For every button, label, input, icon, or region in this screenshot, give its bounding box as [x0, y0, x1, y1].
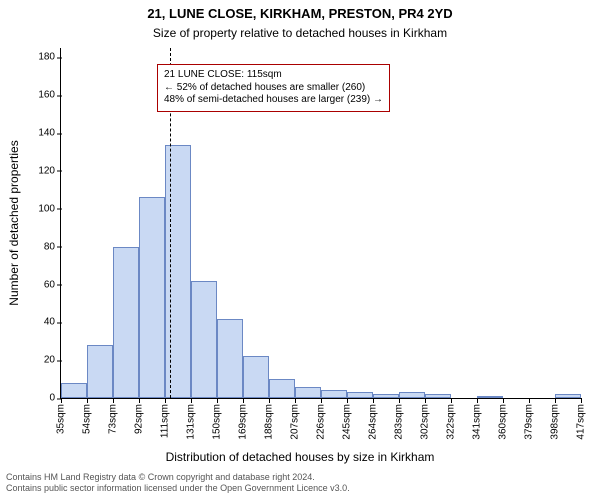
histogram-bar: [191, 281, 217, 398]
footer-line-1: Contains HM Land Registry data © Crown c…: [6, 472, 594, 482]
x-tick-label: 341sqm: [472, 404, 483, 440]
x-tick-label: 322sqm: [446, 404, 457, 440]
histogram-plot-area: 02040608010012014016018035sqm54sqm73sqm9…: [60, 48, 581, 399]
x-tick-mark: [451, 398, 452, 403]
x-tick-mark: [347, 398, 348, 403]
x-tick-mark: [139, 398, 140, 403]
x-tick-label: 226sqm: [316, 404, 327, 440]
x-tick-mark: [425, 398, 426, 403]
x-tick-mark: [113, 398, 114, 403]
histogram-bar: [113, 247, 139, 398]
x-tick-label: 169sqm: [238, 404, 249, 440]
x-tick-mark: [191, 398, 192, 403]
x-tick-label: 398sqm: [550, 404, 561, 440]
histogram-bar: [87, 345, 113, 398]
histogram-bar: [295, 387, 321, 398]
footer-line-2: Contains public sector information licen…: [6, 483, 594, 493]
x-tick-label: 302sqm: [420, 404, 431, 440]
histogram-bar: [477, 396, 503, 398]
x-tick-label: 360sqm: [498, 404, 509, 440]
x-tick-mark: [477, 398, 478, 403]
y-tick-label: 40: [44, 317, 61, 328]
x-tick-label: 188sqm: [264, 404, 275, 440]
x-tick-label: 283sqm: [394, 404, 405, 440]
y-tick-label: 120: [38, 165, 61, 176]
x-tick-label: 92sqm: [134, 404, 145, 434]
chart-title-line2: Size of property relative to detached ho…: [0, 26, 600, 40]
x-tick-mark: [373, 398, 374, 403]
y-tick-label: 60: [44, 279, 61, 290]
annotation-box: 21 LUNE CLOSE: 115sqm← 52% of detached h…: [157, 64, 390, 112]
x-tick-mark: [529, 398, 530, 403]
y-tick-label: 180: [38, 52, 61, 63]
x-tick-mark: [581, 398, 582, 403]
x-tick-mark: [269, 398, 270, 403]
x-tick-label: 150sqm: [212, 404, 223, 440]
x-tick-mark: [165, 398, 166, 403]
histogram-bar: [321, 390, 347, 398]
histogram-bar: [165, 145, 191, 399]
x-tick-label: 131sqm: [186, 404, 197, 440]
x-tick-mark: [321, 398, 322, 403]
y-tick-label: 0: [49, 393, 61, 404]
x-tick-label: 35sqm: [56, 404, 67, 434]
histogram-bar: [61, 383, 87, 398]
histogram-bar: [373, 394, 399, 398]
x-tick-label: 245sqm: [342, 404, 353, 440]
histogram-bar: [269, 379, 295, 398]
x-tick-label: 54sqm: [82, 404, 93, 434]
y-tick-label: 20: [44, 355, 61, 366]
x-tick-mark: [399, 398, 400, 403]
annotation-line: 48% of semi-detached houses are larger (…: [164, 94, 383, 107]
y-tick-label: 140: [38, 128, 61, 139]
y-tick-label: 100: [38, 203, 61, 214]
x-tick-label: 207sqm: [290, 404, 301, 440]
x-tick-mark: [217, 398, 218, 403]
histogram-bar: [347, 392, 373, 398]
y-tick-label: 160: [38, 90, 61, 101]
x-tick-mark: [295, 398, 296, 403]
x-tick-label: 264sqm: [368, 404, 379, 440]
x-tick-label: 111sqm: [160, 404, 171, 438]
x-tick-mark: [555, 398, 556, 403]
histogram-bar: [425, 394, 451, 398]
x-tick-mark: [243, 398, 244, 403]
x-axis-label: Distribution of detached houses by size …: [0, 450, 600, 464]
annotation-line: 21 LUNE CLOSE: 115sqm: [164, 69, 383, 82]
x-tick-label: 73sqm: [108, 404, 119, 434]
histogram-bar: [243, 356, 269, 398]
x-tick-mark: [503, 398, 504, 403]
histogram-bar: [555, 394, 581, 398]
x-tick-mark: [61, 398, 62, 403]
histogram-bar: [139, 197, 165, 398]
y-tick-label: 80: [44, 241, 61, 252]
annotation-line: ← 52% of detached houses are smaller (26…: [164, 82, 383, 95]
histogram-bar: [217, 319, 243, 398]
histogram-bar: [399, 392, 425, 398]
x-tick-mark: [87, 398, 88, 403]
chart-title-line1: 21, LUNE CLOSE, KIRKHAM, PRESTON, PR4 2Y…: [0, 6, 600, 21]
x-tick-label: 379sqm: [524, 404, 535, 440]
y-axis-label: Number of detached properties: [7, 140, 21, 305]
x-tick-label: 417sqm: [576, 404, 587, 440]
footer-attribution: Contains HM Land Registry data © Crown c…: [6, 472, 594, 493]
